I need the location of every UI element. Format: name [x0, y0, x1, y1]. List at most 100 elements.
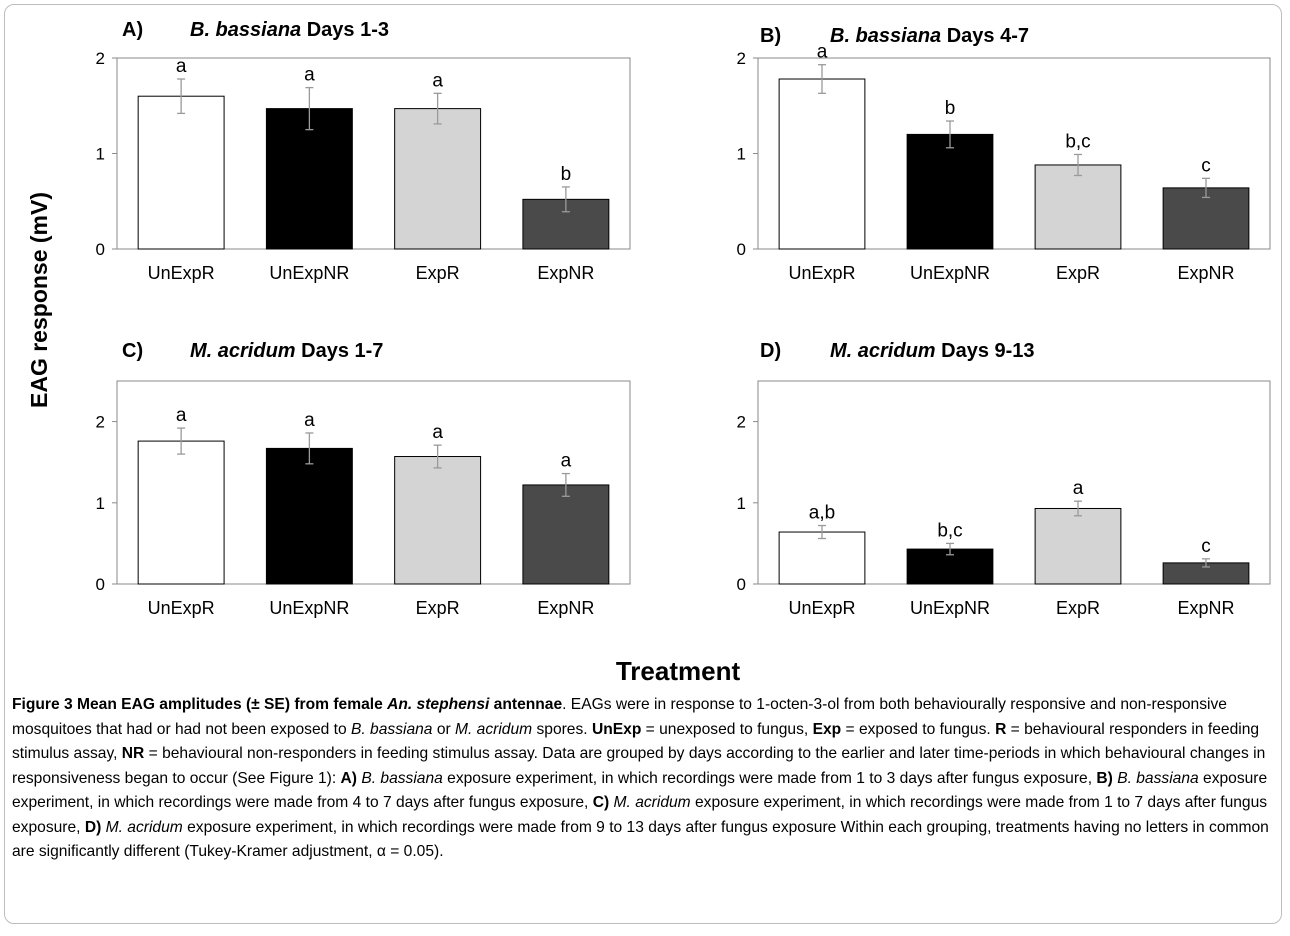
caption-species: M. acridum: [613, 794, 691, 811]
panel-title-days: Days 4-7: [941, 25, 1029, 47]
y-tick-label: 0: [737, 575, 746, 594]
significance-letter: b: [945, 98, 956, 119]
significance-letter: a,b: [809, 503, 835, 524]
y-tick-label: 1: [96, 494, 105, 513]
caption-term: UnExp: [591, 720, 642, 738]
bar-ExpR: [394, 456, 482, 585]
caption-panel-ref: B): [1096, 769, 1113, 787]
y-tick-label: 2: [737, 413, 746, 432]
figure-frame: [4, 4, 1282, 924]
category-label: UnExpNR: [269, 263, 349, 283]
panel-title: A) B. bassiana Days 1-3: [122, 19, 389, 41]
x-axis-label: Treatment: [616, 656, 741, 686]
bar-ExpNR: [522, 484, 610, 585]
bar-UnExpR: [778, 78, 866, 250]
significance-letter: a: [176, 405, 187, 426]
panel-title-species: B. bassiana: [190, 19, 301, 41]
caption-text: spores.: [532, 720, 592, 738]
significance-letter: a: [432, 422, 443, 443]
y-axis-label: EAG response (mV): [26, 192, 52, 408]
category-label: ExpR: [416, 263, 460, 283]
caption-text: exposure experiment, in which recordings…: [442, 769, 1097, 787]
panel-letter: D): [760, 340, 781, 362]
caption-text: or: [432, 720, 456, 738]
caption-text: = behavioural responders in feeding stim…: [12, 720, 1260, 763]
caption-text: = behavioural non-responders in feeding …: [12, 745, 1266, 787]
bar-UnExpR: [137, 440, 225, 585]
category-label: UnExpR: [148, 263, 215, 283]
panel-letter: C): [122, 340, 143, 362]
caption-panel-ref: A): [340, 769, 357, 787]
caption-species: B. bassiana: [350, 720, 433, 738]
category-label: UnExpR: [788, 598, 855, 618]
caption-text: = unexposed to fungus,: [641, 720, 813, 738]
panel-title: D) M. acridum Days 9-13: [760, 340, 1035, 362]
panel-title: C) M. acridum Days 1-7: [122, 340, 383, 362]
plot-frame: [116, 380, 631, 585]
caption-term: R: [995, 720, 1007, 738]
y-tick-label: 2: [96, 413, 105, 432]
category-label: ExpR: [1056, 598, 1100, 618]
significance-letter: b: [561, 164, 572, 185]
panel-2: C) M. acridum Days 1-7 0 1 2 a UnExpR a UnExpNR a…: [96, 340, 631, 618]
figure-caption: Figure 3 Mean EAG amplitudes (± SE) from…: [12, 693, 1280, 865]
caption-species: M. acridum: [105, 818, 183, 836]
caption-text: = exposed to fungus.: [841, 720, 996, 738]
caption-panel-ref: C): [592, 794, 610, 811]
category-label: UnExpNR: [910, 598, 990, 618]
category-label: UnExpR: [788, 263, 855, 283]
panels: A) B. bassiana Days 1-3 0 1 2 a UnExpR a UnExpNR…: [96, 19, 1271, 618]
significance-letter: c: [1201, 155, 1211, 176]
y-tick-label: 2: [737, 49, 746, 68]
panel-title-species: M. acridum: [830, 340, 936, 362]
significance-letter: a: [176, 56, 187, 77]
panel-letter: A): [122, 19, 143, 41]
panel-title-days: Days 9-13: [936, 340, 1035, 362]
panel-title-days: Days 1-3: [301, 19, 389, 41]
plot-frame: [757, 380, 1271, 585]
significance-letter: a: [561, 451, 572, 472]
panel-title-days: Days 1-7: [296, 340, 384, 362]
caption-panel-ref: D): [84, 818, 102, 836]
panel-letter: B): [760, 25, 781, 47]
category-label: ExpNR: [1177, 598, 1234, 618]
bar-ExpR: [1034, 164, 1122, 250]
y-tick-label: 1: [737, 145, 746, 164]
caption-text: exposure experiment, in which recordings…: [12, 769, 1268, 812]
category-label: UnExpR: [148, 598, 215, 618]
y-tick-label: 0: [737, 240, 746, 259]
category-label: ExpR: [416, 598, 460, 618]
significance-letter: a: [1073, 478, 1084, 499]
caption-text: . EAGs were in response to 1-octen-3-ol …: [12, 696, 1227, 738]
chart-area: EAG response (mV) Treatment A) B. bassian…: [26, 19, 1271, 686]
y-tick-label: 1: [96, 145, 105, 164]
panel-1: B) B. bassiana Days 4-7 0 1 2 a UnExpR b UnExpNR…: [737, 25, 1271, 283]
caption-label: Figure 3 Mean EAG amplitudes (± SE) from…: [12, 696, 388, 713]
category-label: ExpR: [1056, 263, 1100, 283]
significance-letter: b,c: [937, 520, 962, 541]
bar-UnExpNR: [906, 133, 994, 250]
caption-term: Exp: [812, 720, 842, 738]
significance-letter: b,c: [1065, 131, 1090, 152]
panel-title-species: M. acridum: [190, 340, 296, 362]
caption-species: B. bassiana: [361, 769, 443, 787]
significance-letter: a: [817, 42, 828, 63]
caption-label-end: antennae: [489, 696, 563, 713]
caption-term: NR: [121, 745, 145, 762]
panel-title: B) B. bassiana Days 4-7: [760, 25, 1029, 47]
bar-UnExpR: [778, 531, 866, 585]
significance-letter: a: [304, 410, 315, 431]
category-label: UnExpNR: [910, 263, 990, 283]
bar-UnExpNR: [265, 447, 353, 585]
significance-letter: c: [1201, 536, 1211, 557]
caption-species: M. acridum: [455, 720, 533, 738]
caption-text: exposure experiment, in which recordings…: [12, 794, 1268, 836]
category-label: UnExpNR: [269, 598, 349, 618]
category-label: ExpNR: [537, 263, 594, 283]
bar-ExpR: [394, 108, 482, 250]
significance-letter: a: [304, 65, 315, 86]
category-label: ExpNR: [1177, 263, 1234, 283]
caption-label-italic: An. stephensi: [387, 696, 490, 713]
bar-ExpR: [1034, 507, 1122, 585]
